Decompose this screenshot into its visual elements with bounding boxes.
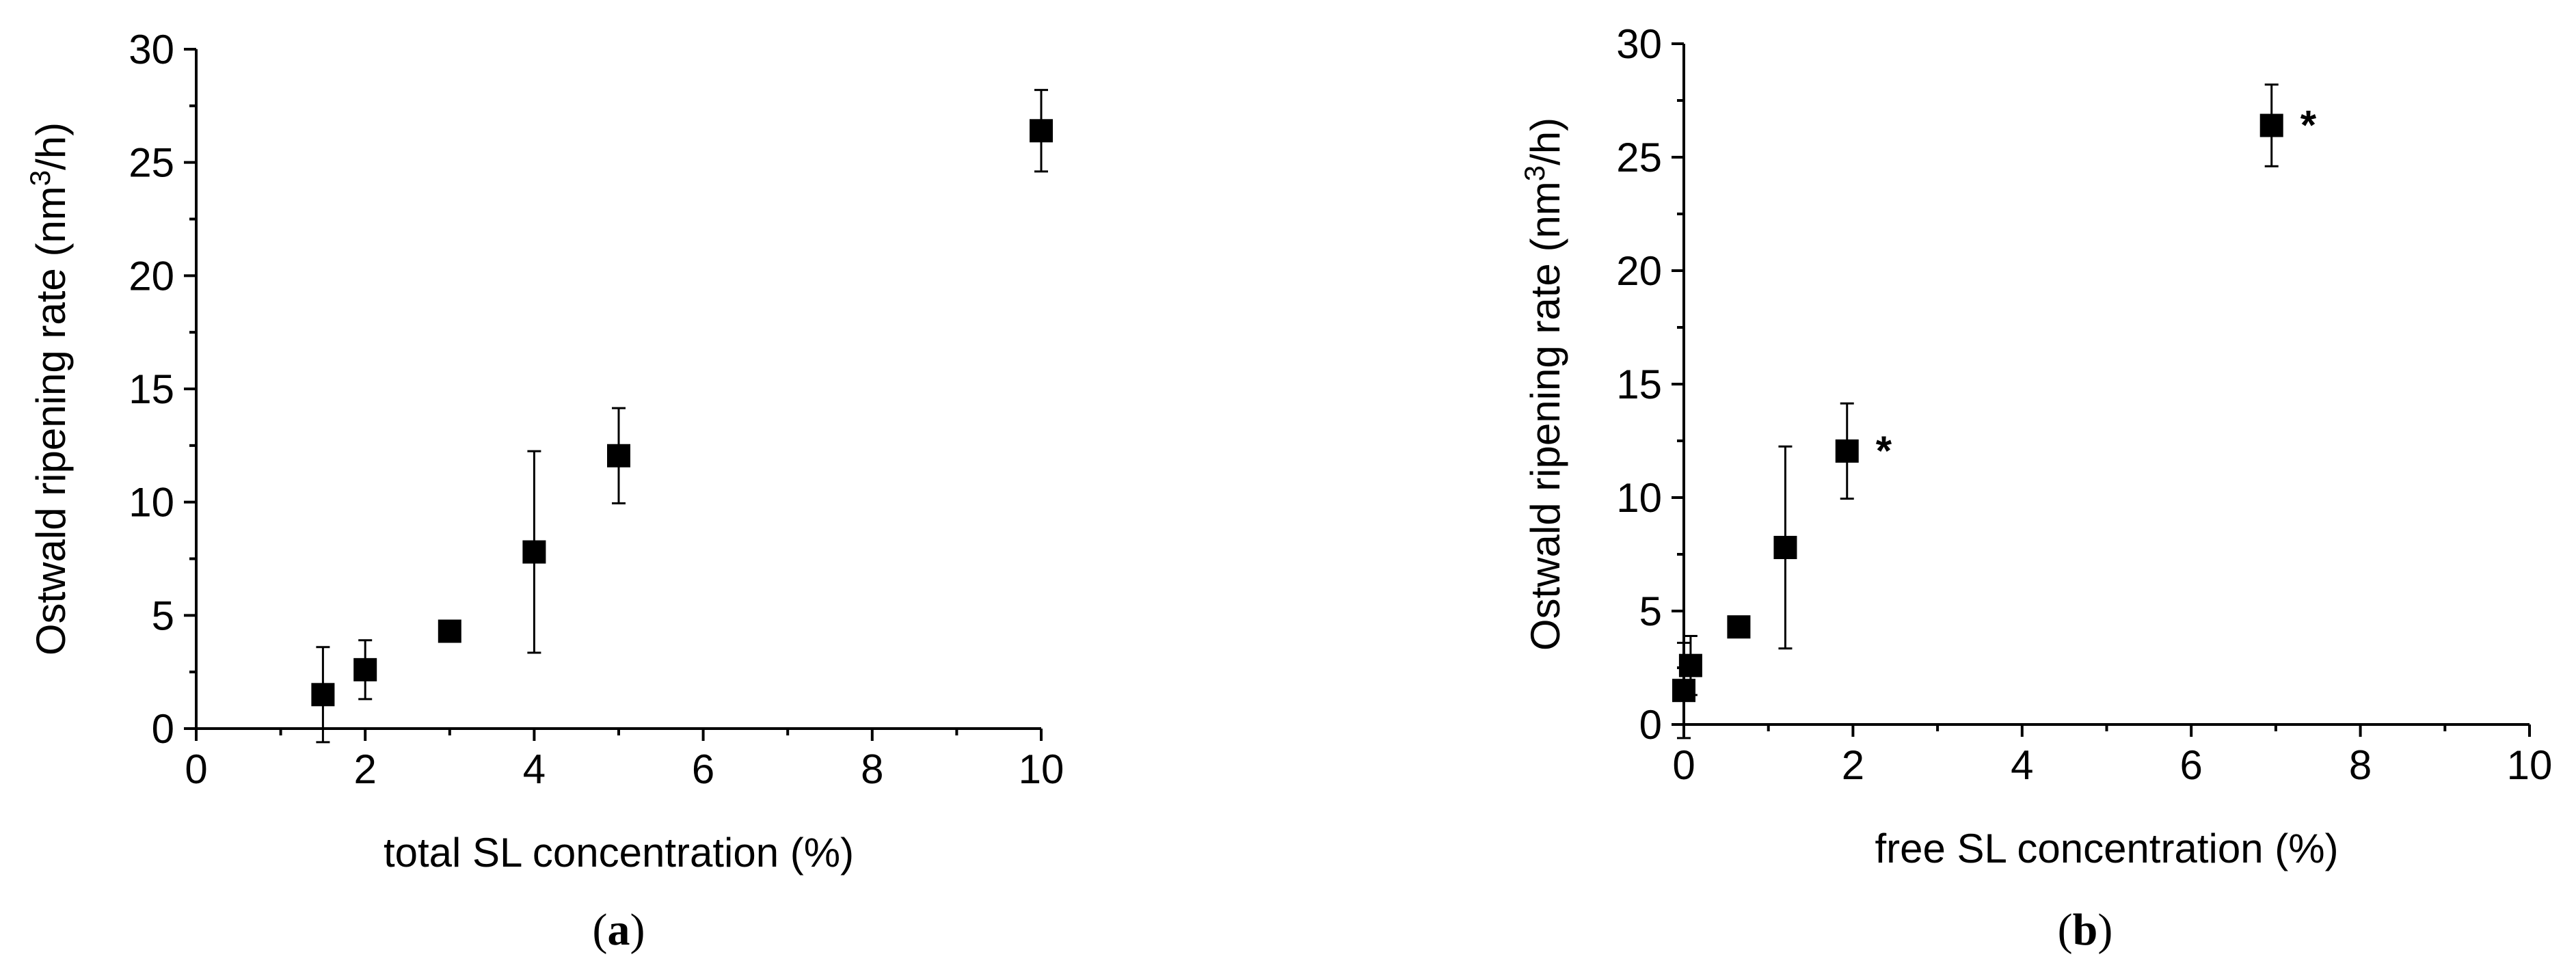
panel-b-y-tick-label: 25 <box>1616 135 1662 180</box>
panel-a-y-tick-label: 30 <box>129 27 174 72</box>
panel-b-data-point <box>1672 679 1695 703</box>
panel-a-x-tick-label: 10 <box>1019 746 1064 792</box>
panel-b-y-tick-label: 10 <box>1616 475 1662 521</box>
panel-b-data-point <box>1727 615 1751 639</box>
panel-b-asterisk-annotation: * <box>2300 103 2317 148</box>
panel-a-y-tick-label: 10 <box>129 480 174 526</box>
panel-a-y-tick-label: 25 <box>129 140 174 186</box>
panel-a-data-point <box>522 540 546 564</box>
panel-b-data-point <box>1773 536 1797 560</box>
panel-b-x-tick-label: 2 <box>1842 742 1864 788</box>
panel-a-data-point <box>311 683 335 707</box>
panel-b-x-tick-label: 8 <box>2349 742 2372 788</box>
panel-b-x-tick-label: 6 <box>2180 742 2203 788</box>
panel-a-data-point <box>438 619 461 643</box>
panel-b-y-tick-label: 0 <box>1639 702 1662 748</box>
panel-a-data-point <box>1030 119 1053 143</box>
panel-b-x-axis-title: free SL concentration (%) <box>1875 826 2338 871</box>
panel-a: 0 2 4 6 8 10 0 5 10 15 20 25 30 total SL concentratio… <box>24 27 1064 955</box>
panel-a-y-axis-title: Ostwald ripening rate (nm3/h) <box>24 122 74 655</box>
panel-b-x-tick-label: 10 <box>2507 742 2553 788</box>
panel-a-y-tick-label: 15 <box>129 366 174 412</box>
panel-b-y-tick-label: 15 <box>1616 362 1662 407</box>
panel-a-x-tick-label: 6 <box>692 746 714 792</box>
panel-a-x-tick-label: 4 <box>523 746 546 792</box>
panel-a-y-tick-label: 5 <box>152 593 174 638</box>
panel-a-x-tick-label: 8 <box>861 746 883 792</box>
panel-a-y-tick-label: 20 <box>129 253 174 299</box>
panel-a-data-point <box>353 658 377 681</box>
panel-a-data-point <box>607 444 630 467</box>
panel-b: 0 2 4 6 8 10 0 5 10 15 20 25 30 free SL concentration… <box>1518 21 2552 955</box>
panel-b-y-axis-title: Ostwald ripening rate (nm3/h) <box>1518 118 1568 651</box>
panel-a-label: (a) <box>593 905 645 955</box>
panel-b-y-tick-label: 20 <box>1616 248 1662 294</box>
panel-b-asterisk-annotation: * <box>1876 428 1892 474</box>
panel-b-data-point <box>1678 653 1702 677</box>
panel-b-data-point <box>2259 113 2283 137</box>
panel-a-y-tick-label: 0 <box>152 706 174 752</box>
panel-b-label: (b) <box>2058 905 2113 955</box>
panel-a-x-tick-label: 2 <box>354 746 377 792</box>
panel-a-x-tick-label: 0 <box>185 746 207 792</box>
panel-a-x-axis-title: total SL concentration (%) <box>384 830 854 876</box>
panel-b-data-point <box>1835 439 1859 463</box>
panel-b-x-tick-label: 0 <box>1672 742 1695 788</box>
panel-b-y-tick-label: 5 <box>1639 588 1662 634</box>
panel-b-x-tick-label: 4 <box>2011 742 2033 788</box>
panel-b-y-tick-label: 30 <box>1616 21 1662 67</box>
